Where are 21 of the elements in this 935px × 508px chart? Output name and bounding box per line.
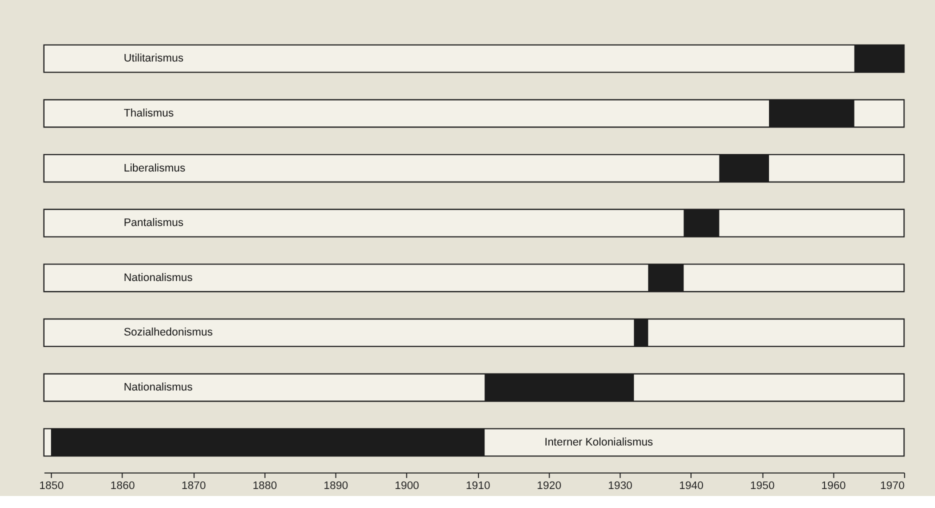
x-tick-label: 1970	[880, 480, 905, 492]
x-tick-label: 1940	[679, 480, 704, 492]
x-tick-label: 1950	[750, 480, 775, 492]
x-tick-label: 1960	[821, 480, 846, 492]
x-tick-label: 1850	[39, 480, 64, 492]
x-tick-label: 1870	[181, 480, 206, 492]
x-tick-label: 1860	[110, 480, 135, 492]
y-tick-label: Liberalismus	[124, 162, 186, 174]
y-tick-label: Utilitarismus	[124, 52, 184, 65]
x-tick-label: 1910	[466, 480, 490, 492]
y-tick-label: Thalismus	[124, 107, 174, 120]
x-tick-label: 1900	[394, 480, 420, 492]
y-tick-label: Sozialhedonismus	[124, 326, 214, 339]
x-tick-label: 1920	[536, 480, 562, 492]
x-tick-label: 1930	[608, 480, 632, 492]
x-tick-label: 1890	[324, 480, 348, 492]
y-tick-label: Pantalismus	[124, 217, 184, 230]
y-tick-label: Nationalismus	[124, 382, 194, 394]
y-tick-label: Interner Kolonialismus	[544, 436, 654, 448]
x-tick-label: 1880	[252, 480, 277, 492]
y-tick-label: Nationalismus	[124, 272, 194, 284]
